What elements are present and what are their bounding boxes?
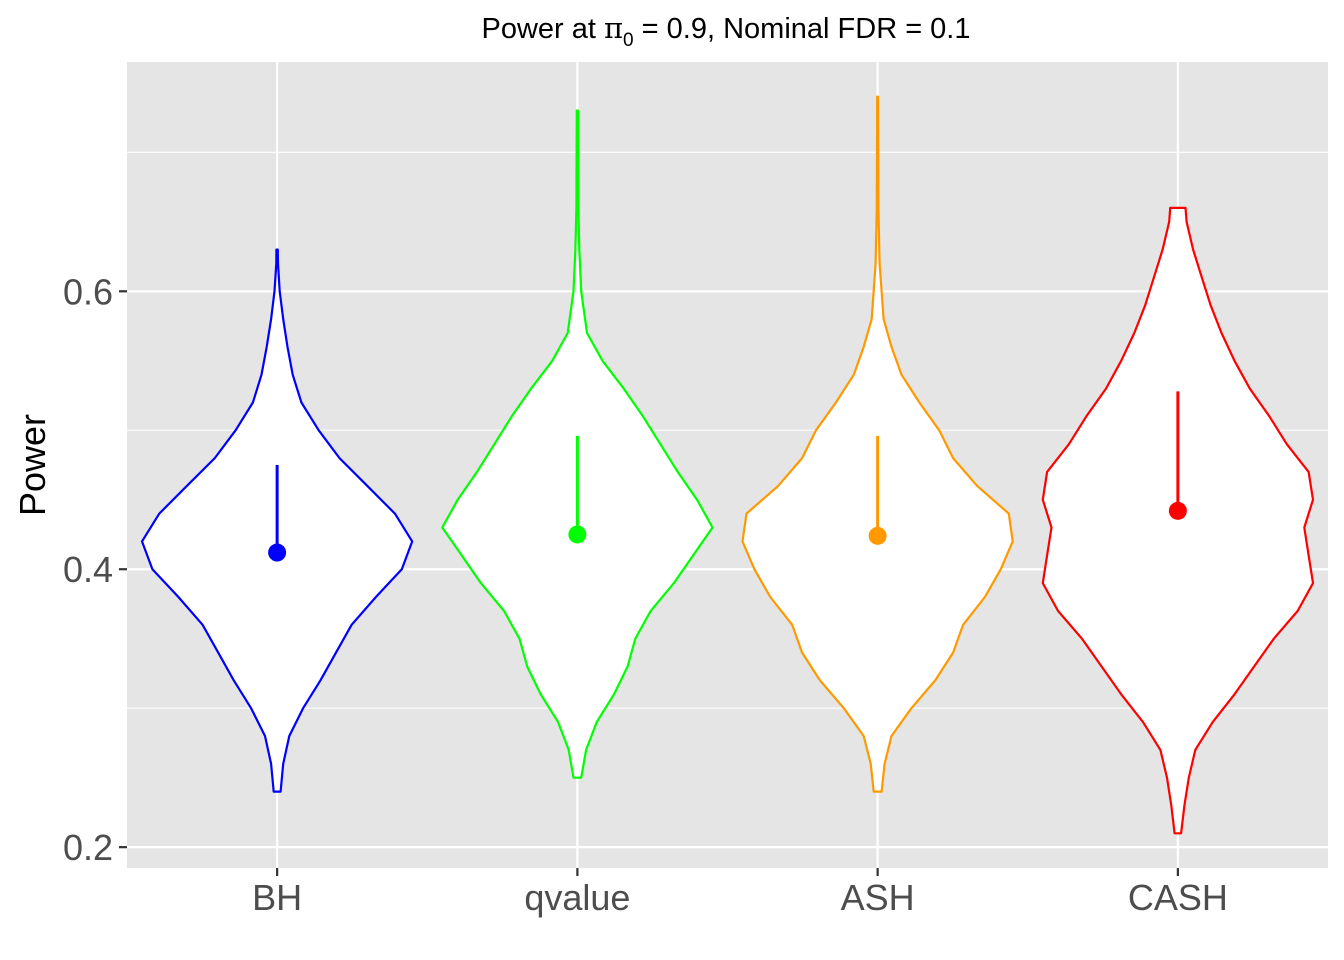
y-axis-title: Power xyxy=(12,414,53,516)
violin-ASH xyxy=(741,95,1014,793)
violins xyxy=(140,95,1315,835)
violin-qvalue xyxy=(441,109,714,779)
violin-BH xyxy=(140,248,414,793)
mean-point xyxy=(268,543,287,562)
mean-point xyxy=(568,525,587,544)
y-tick-label: 0.4 xyxy=(63,549,113,590)
mean-point xyxy=(1168,501,1187,520)
mean-point xyxy=(868,526,887,545)
chart-title: Power at π0 = 0.9, Nominal FDR = 0.1 xyxy=(481,11,970,51)
x-tick-label: qvalue xyxy=(524,877,630,918)
x-tick-label: ASH xyxy=(841,877,915,918)
x-tick-label: BH xyxy=(252,877,302,918)
x-tick-label: CASH xyxy=(1128,877,1228,918)
x-axis: BH qvalue ASH CASH xyxy=(252,868,1228,918)
violin-outline xyxy=(1041,206,1315,835)
y-axis: 0.2 0.4 0.6 xyxy=(63,271,127,868)
y-tick-label: 0.2 xyxy=(63,827,113,868)
violin-CASH xyxy=(1041,206,1315,835)
y-tick-label: 0.6 xyxy=(63,271,113,312)
